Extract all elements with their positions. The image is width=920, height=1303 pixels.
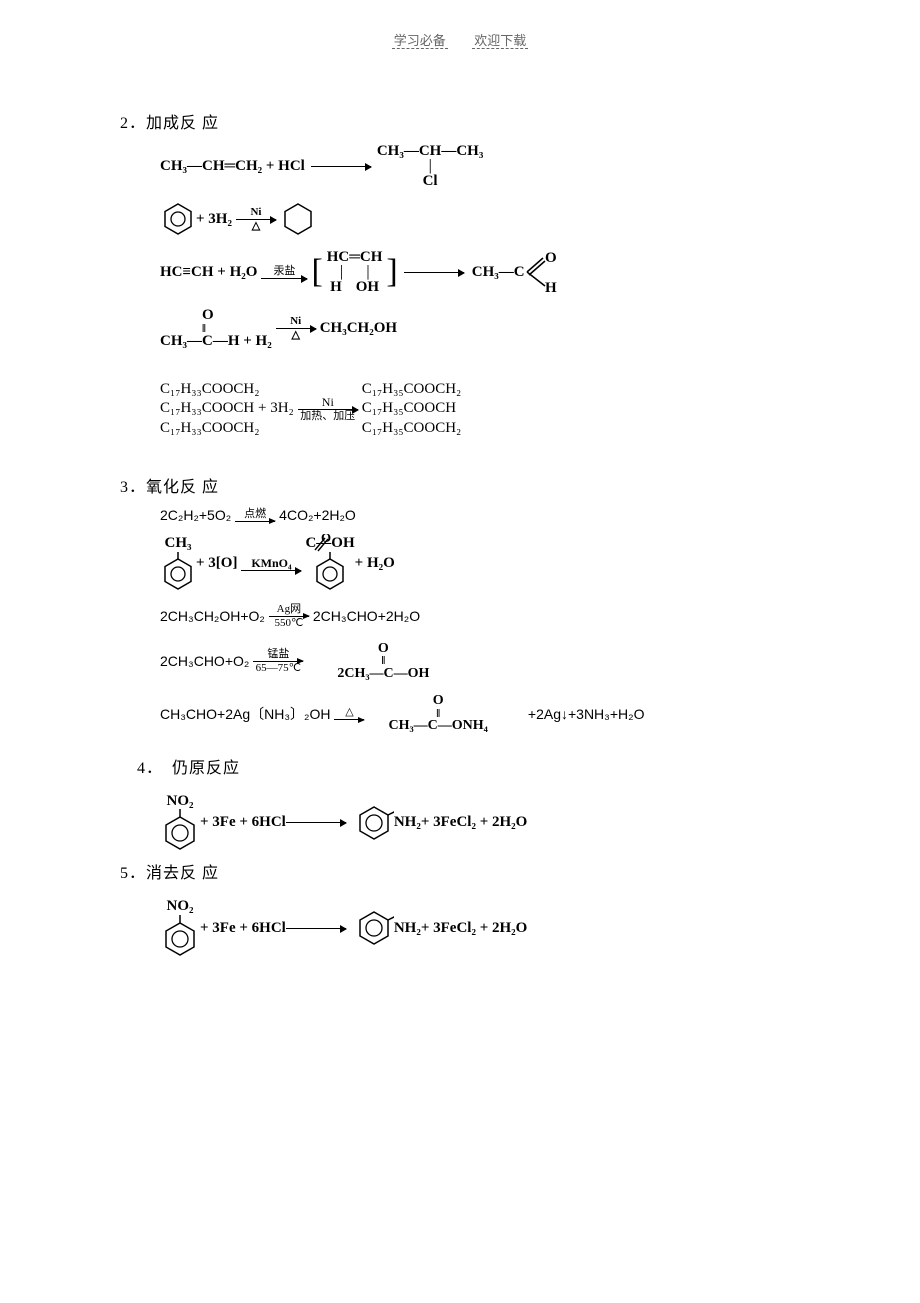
aniline-icon bbox=[354, 803, 394, 843]
arrow-icon bbox=[269, 616, 309, 617]
arrow-icon bbox=[334, 719, 364, 720]
cyclohexane-icon bbox=[280, 201, 316, 237]
nitrobenzene-icon bbox=[160, 915, 200, 959]
arrow-icon bbox=[253, 661, 303, 662]
page-header: 学习必备 欢迎下载 bbox=[120, 30, 800, 49]
reaction-2b: + 3H₂ Ni △ bbox=[160, 201, 800, 237]
benzoic-acid-icon bbox=[312, 552, 348, 592]
arrow-icon bbox=[311, 166, 371, 167]
arrow-icon bbox=[236, 219, 276, 220]
arrow-icon bbox=[286, 822, 346, 823]
svg-text:O: O bbox=[545, 250, 557, 266]
reaction-3e: CH₃CHO+2Ag〔NH₃〕₂OH △ O ‖ CH₃—C—ONH₄ +2Ag… bbox=[160, 693, 800, 733]
aniline-icon bbox=[354, 908, 394, 948]
svg-text:H: H bbox=[545, 280, 557, 294]
arrow-icon bbox=[276, 328, 316, 329]
section-2-title: 2．加成反 应 bbox=[120, 109, 800, 133]
header-left: 学习必备 bbox=[392, 33, 448, 49]
reaction-5: NO₂ + 3Fe + 6HCl NH₂ bbox=[160, 898, 800, 959]
arrow-icon bbox=[235, 521, 275, 522]
reaction-3a: 2C₂H₂+5O₂ 点燃 4CO₂+2H₂O bbox=[160, 507, 800, 523]
reaction-2d: O ‖ CH₃—C—H + H₂ Ni △ CH₃CH₂OH bbox=[160, 307, 800, 350]
reaction-2c: HC≡CH + H₂O 汞盐 [ HC═CH ││ H OH ] CH₃—C bbox=[160, 249, 800, 295]
benzene-icon bbox=[160, 201, 196, 237]
arrow-icon bbox=[261, 278, 307, 279]
nitrobenzene-icon bbox=[160, 809, 200, 853]
section-5-title: 5．消去反 应 bbox=[120, 859, 800, 883]
svg-text:O: O bbox=[321, 534, 331, 545]
arrow-icon bbox=[404, 272, 464, 273]
reaction-4: NO₂ + 3Fe + 6HCl NH₂ bbox=[160, 793, 800, 854]
header-right: 欢迎下载 bbox=[472, 33, 528, 49]
reaction-2e: C₁₇H₃₃COOCH₂ C₁₇H₃₃COOCH + 3H₂ C₁₇H₃₃COO… bbox=[160, 380, 800, 439]
section-3-title: 3．氧化反 应 bbox=[120, 473, 800, 497]
reaction-2a: CH₃—CH═CH₂ + HCl CH₃—CH—CH₃ │ Cl bbox=[160, 143, 800, 189]
toluene-icon bbox=[160, 552, 196, 592]
arrow-icon bbox=[286, 928, 346, 929]
reaction-3b: CH₃ + 3[O] KMnO₄ C—OH bbox=[160, 535, 800, 592]
reaction-3c: 2CH₃CH₂OH+O₂ Ag网 550℃ 2CH₃CHO+2H₂O bbox=[160, 604, 800, 629]
arrow-icon bbox=[241, 570, 301, 571]
aldehyde-icon: O H bbox=[525, 250, 559, 294]
reaction-3d: 2CH₃CHO+O₂ 锰盐 65—75℃ O ‖ 2CH₃—C—OH bbox=[160, 641, 800, 681]
arrow-icon bbox=[298, 409, 358, 410]
section-4-title: 4． 仍原反应 bbox=[120, 754, 800, 778]
